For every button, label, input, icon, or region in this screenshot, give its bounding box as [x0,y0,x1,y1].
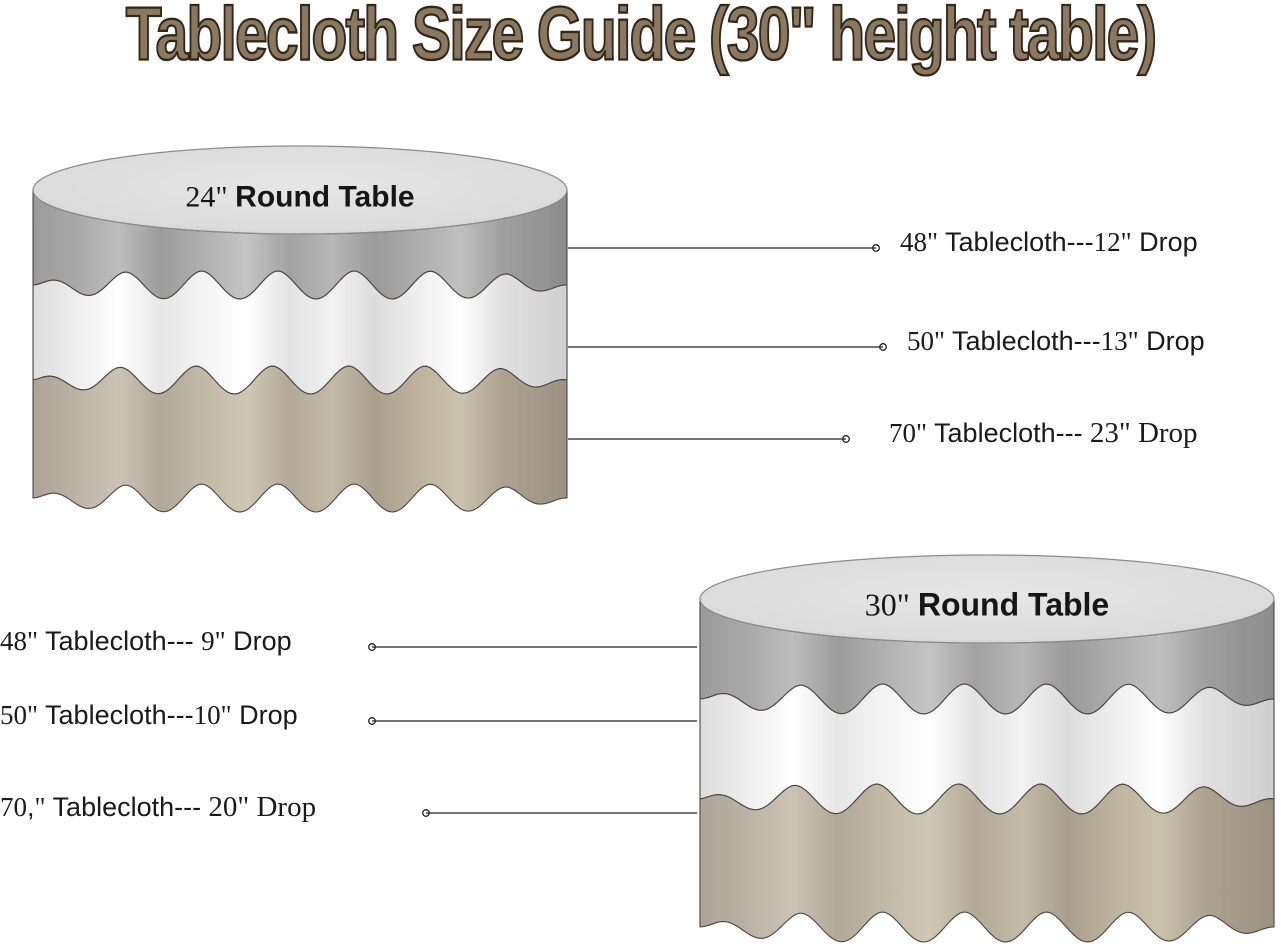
svg-text:30" Round Table: 30" Round Table [865,587,1109,623]
svg-text:50" Tablecloth---10" Drop: 50" Tablecloth---10" Drop [0,700,298,730]
svg-text:70" Tablecloth--- 23" Drop: 70" Tablecloth--- 23" Drop [889,417,1198,449]
svg-text:48" Tablecloth---12" Drop: 48" Tablecloth---12" Drop [900,227,1198,257]
svg-text:70," Tablecloth--- 20" Drop: 70," Tablecloth--- 20" Drop [0,791,316,823]
svg-text:24" Round Table: 24" Round Table [185,181,414,214]
svg-text:50" Tablecloth---13" Drop: 50" Tablecloth---13" Drop [907,326,1205,356]
svg-text:48" Tablecloth--- 9" Drop: 48" Tablecloth--- 9" Drop [0,626,292,656]
